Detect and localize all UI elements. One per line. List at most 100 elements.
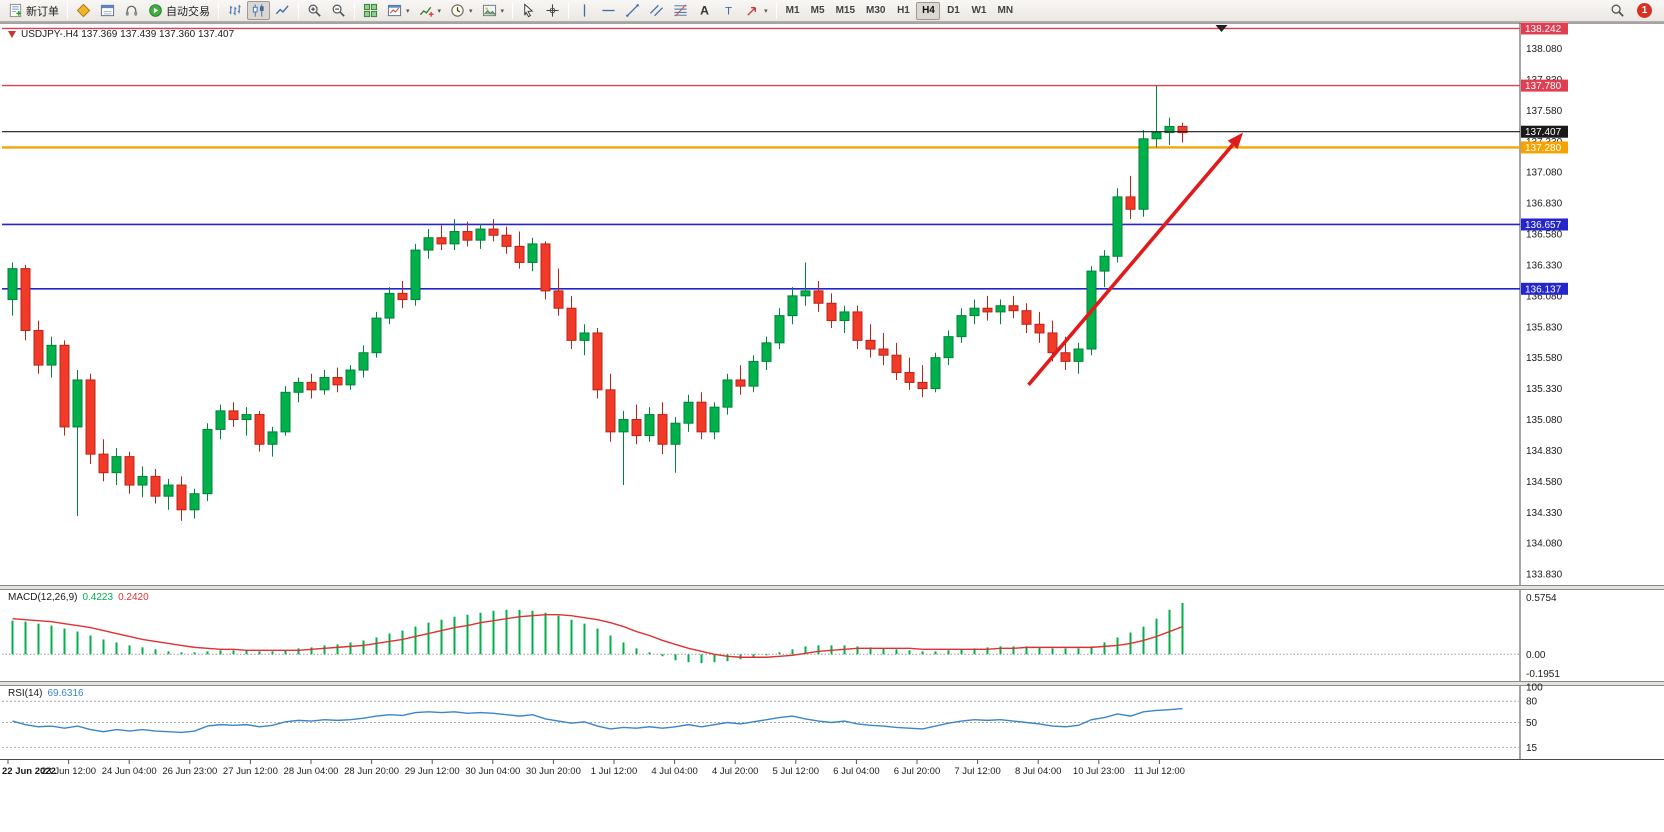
svg-text:T: T (725, 5, 732, 17)
indicators-button[interactable]: ▾ (415, 1, 446, 20)
data-window-button[interactable] (96, 1, 119, 20)
timeframe-d1-button[interactable]: D1 (947, 5, 960, 16)
candle (553, 290, 564, 309)
vertical-line-button[interactable] (573, 1, 596, 20)
price-scale-label: 134.080 (1526, 539, 1563, 550)
price-scale-label: 136.580 (1526, 230, 1563, 241)
rsi-scale-label: 80 (1526, 697, 1538, 708)
candle (696, 401, 707, 433)
candle (332, 376, 343, 386)
timeframe-m5-button[interactable]: M5 (810, 5, 825, 16)
timeframe-h1-button[interactable]: H1 (897, 5, 910, 16)
time-axis-label: 28 Jun 04:00 (284, 766, 339, 777)
price-scale-label: 137.580 (1526, 106, 1563, 117)
trendline-button[interactable] (621, 1, 644, 20)
candle (137, 475, 148, 486)
zoom-in-button[interactable] (303, 1, 326, 20)
candle (982, 307, 993, 313)
time-axis-label: 6 Jul 04:00 (833, 766, 879, 777)
zoom-in-icon (307, 3, 322, 18)
time-axis-label: 26 Jun 23:00 (162, 766, 217, 777)
candle (891, 354, 902, 374)
toolbar-separator (298, 2, 299, 19)
chart-title-text: USDJPY-.H4 137.369 137.439 137.360 137.4… (21, 29, 235, 40)
periods-button[interactable]: ▾ (446, 1, 477, 20)
notification-badge[interactable]: 1 (1637, 3, 1652, 18)
crosshair-button[interactable] (541, 1, 564, 20)
price-scale-label: 136.330 (1526, 260, 1563, 271)
candle (1138, 138, 1149, 210)
price-scale-label: 134.830 (1526, 446, 1563, 457)
timeframe-m15-button[interactable]: M15 (835, 5, 856, 16)
price-tag-136.657 (1521, 218, 1568, 231)
panel-splitter[interactable] (0, 585, 1664, 590)
horizontal-line-button[interactable] (597, 1, 620, 20)
candle (1151, 132, 1162, 140)
candle (423, 237, 434, 251)
price-tag-text: 138.242 (1525, 24, 1562, 35)
trend-arrow-head (1227, 132, 1243, 149)
candle (527, 243, 538, 263)
candlestick-chart-button[interactable] (247, 1, 270, 20)
price-tag-137.280 (1521, 141, 1568, 154)
cursor-button[interactable] (517, 1, 540, 20)
candle (150, 475, 161, 497)
new-chart-button[interactable]: ▾ (383, 1, 414, 20)
navigator-button[interactable] (120, 1, 143, 20)
label-button[interactable]: T (717, 1, 740, 20)
chart-shift-marker[interactable] (1215, 25, 1228, 32)
time-axis-label: 23 Jun 12:00 (41, 766, 96, 777)
candle (605, 389, 616, 433)
candle (241, 414, 252, 421)
navigator-icon (124, 3, 139, 18)
timeframe-m30-button[interactable]: M30 (866, 5, 886, 16)
time-axis-label: 24 Jun 04:00 (102, 766, 157, 777)
text-button[interactable]: A (693, 1, 716, 20)
toolbar-separator (568, 2, 570, 19)
candle (267, 431, 278, 445)
candle (709, 406, 720, 433)
arrows-button[interactable]: ▾ (741, 1, 772, 20)
line-chart-button[interactable] (271, 1, 294, 20)
candle (735, 379, 746, 387)
toolbar-right-group: 1 (1606, 1, 1660, 20)
fibonacci-button[interactable] (669, 1, 692, 20)
templates-button[interactable]: ▾ (478, 1, 509, 20)
new-order-button[interactable]: 新订单 (4, 1, 63, 20)
timeframe-h4-button[interactable]: H4 (916, 1, 941, 20)
candle (657, 414, 668, 445)
candle (800, 290, 811, 297)
candle (774, 315, 785, 344)
candle (839, 311, 850, 322)
candle (98, 453, 109, 474)
candle (1047, 332, 1058, 354)
zoom-out-button[interactable] (327, 1, 350, 20)
candle (722, 379, 733, 408)
candle (579, 332, 590, 341)
panel-splitter[interactable] (0, 681, 1664, 686)
bar-chart-button[interactable] (223, 1, 246, 20)
tile-windows-icon (363, 3, 378, 18)
trend-arrow[interactable] (1027, 143, 1235, 387)
price-tag-text: 137.407 (1525, 127, 1562, 138)
candle (397, 292, 408, 301)
price-tag-text: 136.657 (1525, 220, 1562, 231)
tile-windows-button[interactable] (359, 1, 382, 20)
market-watch-button[interactable] (72, 1, 95, 20)
auto-trading-button[interactable]: 自动交易 (144, 1, 214, 20)
channel-button[interactable] (645, 1, 668, 20)
chart-canvas[interactable]: 138.080137.830137.580137.330137.080136.8… (0, 22, 1664, 832)
rsi-scale-label: 100 (1526, 683, 1543, 694)
search-button[interactable] (1606, 1, 1629, 20)
timeframe-w1-button[interactable]: W1 (971, 5, 987, 16)
candle (72, 379, 83, 428)
dropdown-caret-icon: ▾ (437, 7, 442, 15)
timeframe-m1-button[interactable]: M1 (785, 5, 800, 16)
candle (917, 381, 928, 390)
periods-icon (450, 3, 465, 18)
price-tag-text: 137.780 (1525, 81, 1562, 92)
candle (969, 307, 980, 317)
timeframe-mn-button[interactable]: MN (997, 5, 1014, 16)
time-axis-label: 27 Jun 12:00 (223, 766, 278, 777)
candle (163, 484, 174, 497)
